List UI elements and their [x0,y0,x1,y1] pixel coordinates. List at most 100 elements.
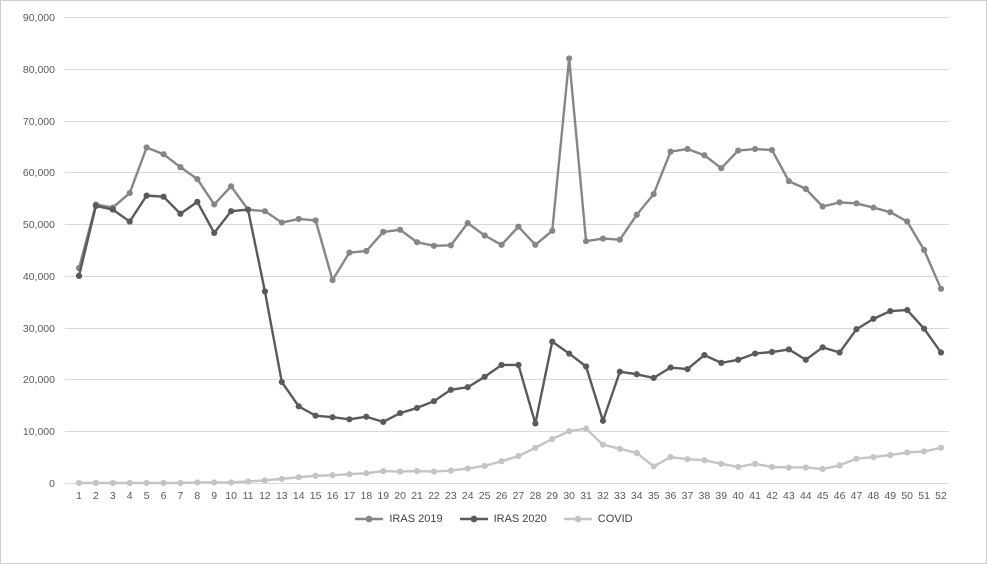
series-point [430,468,438,475]
y-axis-tick-label: 0 [49,478,55,490]
series-point [481,462,488,470]
x-axis-tick-label: 10 [225,490,237,502]
series-point [498,458,505,465]
legend-item-iras-2019: IRAS 2019 [354,513,443,525]
x-axis-tick-label: 25 [479,490,491,502]
series-point [566,350,573,357]
x-axis-tick-label: 49 [884,490,896,502]
series-point [920,448,928,455]
x-axis-tick-label: 36 [665,490,677,502]
series-point [802,185,809,193]
series-point [413,467,421,475]
series-point [566,55,573,62]
series-point [346,416,353,423]
series-point [363,247,370,255]
series-point [937,285,945,292]
x-axis-tick-label: 8 [194,490,200,502]
series-point [633,449,640,457]
series-point [836,462,843,469]
series-point [397,468,404,475]
series-point [329,276,336,284]
y-axis-tick-label: 60,000 [23,167,55,179]
series-point [430,242,438,249]
series-point [904,449,911,456]
series-point [532,420,539,427]
x-axis-tick-label: 40 [732,490,744,502]
x-axis-tick-label: 46 [834,490,846,502]
series-point [768,463,776,471]
series-point [887,451,894,459]
series-point [785,178,792,185]
x-axis-tick-label: 18 [360,490,372,502]
series-point [92,479,100,487]
series-point [667,454,674,461]
x-axis-tick-label: 1 [76,490,82,502]
series-point [853,326,860,333]
series-point [143,479,150,487]
series-point [735,356,742,363]
series-point [599,441,607,448]
series-point [447,386,454,393]
series-point [937,349,945,356]
x-axis-tick-label: 47 [851,490,863,502]
series-point [887,307,894,315]
x-axis-tick-label: 9 [211,490,217,502]
x-axis-tick-label: 51 [918,490,930,502]
y-axis-tick-label: 30,000 [23,323,55,335]
series-point [312,472,319,479]
x-axis-tick-label: 12 [259,490,271,502]
series-point [684,145,691,153]
x-axis-tick-label: 31 [580,490,592,502]
series-point [701,352,708,359]
series-point [887,209,894,216]
series-point [244,478,252,485]
series-point [582,238,590,245]
x-axis-tick-label: 6 [161,490,167,502]
series-point [549,338,556,345]
series-point [109,479,116,487]
x-axis-tick-label: 52 [935,490,947,502]
x-axis-tick-label: 23 [445,490,457,502]
series-point [616,445,623,452]
legend-line-marker-icon [563,515,592,523]
x-axis-tick-label: 5 [144,490,150,502]
series-point [295,215,302,223]
series-point [768,348,776,356]
y-axis-tick-label: 50,000 [23,219,55,231]
series-point [633,371,640,378]
x-axis-tick-label: 48 [868,490,880,502]
series-point [667,364,674,371]
series-point [228,479,235,486]
series-point [836,199,843,206]
series-point [701,457,708,464]
series-point [768,146,776,154]
series-point [160,479,167,487]
series-point [464,219,471,227]
series-point [261,208,269,215]
series-point [515,452,522,460]
series-point [802,356,809,363]
series-point [75,479,83,487]
x-axis-tick-label: 2 [93,490,99,502]
series-line-iras-2019 [77,57,943,291]
x-axis-tick-label: 20 [394,490,406,502]
x-axis-tick-label: 15 [310,490,322,502]
series-point [515,361,522,369]
series-point [904,306,911,314]
chart-legend: IRAS 2019 IRAS 2020 COVID [1,513,986,525]
x-axis-tick-label: 26 [496,490,508,502]
series-point [126,479,133,487]
series-point [566,428,573,435]
series-point [751,350,759,357]
series-point [397,410,404,417]
series-point [718,460,725,467]
x-axis-tick-label: 35 [648,490,660,502]
legend-item-iras-2020: IRAS 2020 [459,513,547,525]
series-point [667,148,674,155]
series-point [836,349,843,356]
series-point [312,412,319,419]
series-point [194,175,201,183]
y-axis-tick-label: 10,000 [23,426,55,438]
